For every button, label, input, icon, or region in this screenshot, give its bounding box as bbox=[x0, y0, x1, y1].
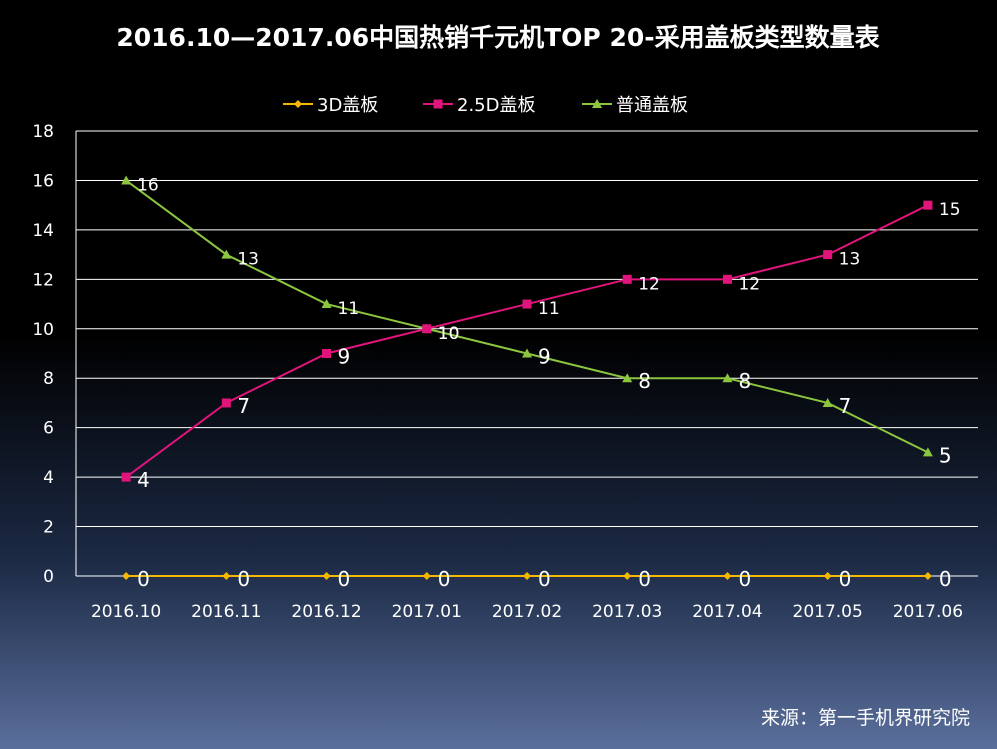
y-tick-label: 10 bbox=[32, 320, 54, 340]
data-point-2-1 bbox=[221, 249, 232, 259]
data-point-2-8 bbox=[922, 447, 933, 457]
legend: 3D盖板 2.5D盖板 普通盖板 bbox=[283, 95, 688, 116]
legend-marker-2 bbox=[592, 99, 602, 108]
data-point-1-5 bbox=[622, 274, 632, 284]
x-tick-label: 2016.10 bbox=[91, 602, 161, 622]
data-point-1-1 bbox=[221, 398, 231, 408]
data-label-0-2: 0 bbox=[338, 567, 351, 591]
data-point-1-6 bbox=[722, 274, 732, 284]
x-tick-label: 2017.01 bbox=[392, 602, 462, 622]
data-label-0-7: 0 bbox=[839, 567, 852, 591]
chart-title: 2016.10—2017.06中国热销千元机TOP 20-采用盖板类型数量表 bbox=[116, 23, 880, 52]
y-tick-label: 4 bbox=[43, 468, 54, 488]
x-tick-label: 2016.12 bbox=[291, 602, 361, 622]
source-note: 来源：第一手机界研究院 bbox=[761, 707, 970, 729]
data-label-1-4: 11 bbox=[538, 299, 560, 319]
data-point-0-1 bbox=[222, 572, 231, 580]
legend-label-2: 普通盖板 bbox=[616, 95, 688, 116]
y-tick-label: 0 bbox=[43, 567, 54, 587]
data-label-1-6: 12 bbox=[738, 274, 760, 294]
data-label-0-4: 0 bbox=[538, 567, 551, 591]
data-label-2-3: 10 bbox=[438, 324, 460, 344]
y-tick-label: 12 bbox=[32, 270, 54, 290]
data-point-0-2 bbox=[322, 572, 331, 580]
data-label-1-3: 10 bbox=[438, 324, 460, 344]
data-label-1-0: 4 bbox=[137, 468, 150, 492]
x-tick-label: 2017.05 bbox=[793, 602, 863, 622]
data-label-1-2: 9 bbox=[338, 345, 351, 369]
y-tick-label: 6 bbox=[43, 419, 54, 439]
data-point-1-7 bbox=[823, 250, 833, 260]
y-axis-ticks: 0 2 4 6 8 10 12 14 16 18 bbox=[32, 122, 54, 587]
data-point-0-4 bbox=[523, 572, 531, 580]
data-point-0-7 bbox=[823, 572, 832, 580]
x-tick-label: 2017.04 bbox=[692, 602, 762, 622]
data-point-1-0 bbox=[121, 472, 131, 482]
x-tick-label: 2016.11 bbox=[191, 602, 261, 622]
data-label-0-5: 0 bbox=[638, 567, 651, 591]
data-point-2-4 bbox=[522, 348, 532, 358]
data-label-2-1: 13 bbox=[237, 250, 259, 270]
y-tick-label: 8 bbox=[43, 369, 54, 389]
y-tick-label: 16 bbox=[32, 171, 54, 191]
x-axis-ticks: 2016.10 2016.11 2016.12 2017.01 2017.02 2017.… bbox=[91, 602, 963, 622]
data-point-2-7 bbox=[822, 397, 833, 407]
series-line-1 bbox=[125, 204, 929, 478]
legend-label-1: 2.5D盖板 bbox=[457, 95, 536, 116]
data-point-0-6 bbox=[723, 572, 732, 580]
data-label-2-0: 16 bbox=[137, 175, 159, 195]
data-point-2-0 bbox=[121, 175, 132, 185]
y-tick-label: 18 bbox=[32, 122, 54, 142]
data-label-2-5: 8 bbox=[638, 369, 651, 393]
data-label-2-7: 7 bbox=[839, 394, 852, 418]
data-label-2-2: 11 bbox=[338, 299, 360, 319]
data-label-2-8: 5 bbox=[939, 443, 952, 467]
y-tick-label: 14 bbox=[32, 221, 54, 241]
data-label-2-4: 9 bbox=[538, 345, 551, 369]
data-label-2-6: 8 bbox=[738, 369, 751, 393]
data-point-2-6 bbox=[722, 373, 733, 383]
data-point-0-0 bbox=[122, 572, 131, 580]
data-label-0-8: 0 bbox=[939, 567, 952, 591]
x-tick-label: 2017.03 bbox=[592, 602, 662, 622]
legend-marker-0 bbox=[294, 100, 302, 108]
data-label-0-1: 0 bbox=[237, 567, 250, 591]
x-tick-label: 2017.06 bbox=[893, 602, 963, 622]
data-point-0-5 bbox=[623, 572, 632, 580]
series-layer bbox=[121, 175, 933, 580]
data-label-0-0: 0 bbox=[137, 567, 150, 591]
y-tick-label: 2 bbox=[43, 518, 54, 538]
data-point-1-3 bbox=[422, 324, 432, 334]
legend-marker-1 bbox=[433, 99, 443, 109]
data-point-0-8 bbox=[923, 572, 932, 580]
data-point-1-4 bbox=[522, 299, 532, 309]
data-label-1-5: 12 bbox=[638, 274, 660, 294]
x-tick-label: 2017.02 bbox=[492, 602, 562, 622]
data-point-1-2 bbox=[322, 349, 332, 358]
data-label-1-1: 7 bbox=[237, 394, 250, 418]
data-point-1-8 bbox=[923, 200, 933, 210]
data-label-1-8: 15 bbox=[939, 200, 961, 220]
data-point-2-5 bbox=[622, 373, 633, 383]
data-point-2-2 bbox=[321, 299, 332, 309]
data-label-0-6: 0 bbox=[738, 567, 751, 591]
data-label-1-7: 13 bbox=[839, 250, 861, 270]
data-label-0-3: 0 bbox=[438, 567, 451, 591]
data-point-0-3 bbox=[422, 572, 431, 580]
legend-label-0: 3D盖板 bbox=[317, 95, 378, 116]
